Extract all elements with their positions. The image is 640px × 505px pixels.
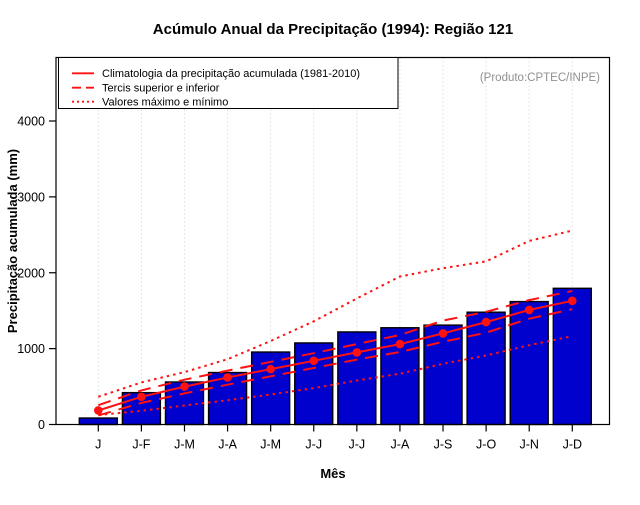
y-axis-title: Precipitação acumulada (mm) — [5, 149, 20, 333]
climatology-point — [180, 382, 189, 391]
y-tick-label: 0 — [38, 418, 45, 432]
climatologia-da-precipita-o-acumulada-1981-2010--line — [97, 299, 573, 412]
valores-m-nimos-line — [98, 335, 573, 416]
x-tick-label: J-F — [132, 438, 150, 452]
gridlines-layer — [97, 57, 573, 425]
x-tick-label: J-M — [174, 438, 195, 452]
y-tick-label: 2000 — [17, 266, 45, 280]
x-tick-label: J — [95, 438, 101, 452]
y-tick-label: 3000 — [17, 190, 45, 204]
bar — [294, 342, 334, 426]
x-tick-label: J-D — [563, 438, 582, 452]
x-tick-label: J-J — [349, 438, 366, 452]
legend: Climatologia da precipitação acumulada (… — [58, 57, 399, 109]
bar — [423, 324, 463, 426]
x-tick-label: J-O — [476, 438, 496, 452]
climatology-point — [352, 348, 362, 357]
bar — [78, 417, 119, 426]
climatology-point — [94, 406, 103, 415]
climatology-point — [567, 296, 577, 306]
legend-box — [58, 57, 399, 109]
y-tick-label: 4000 — [17, 115, 45, 129]
bar — [552, 287, 592, 426]
legend-item-terciles: Tercis superior e inferior — [102, 82, 220, 94]
y-tick-label: 1000 — [17, 342, 45, 356]
climatology-point — [223, 373, 232, 382]
x-axis-title: Mês — [320, 466, 345, 481]
x-tick-label: J-A — [391, 438, 410, 452]
tercil-superior-line — [97, 290, 573, 407]
climatology-point — [524, 305, 534, 315]
legend-item-climatology: Climatologia da precipitação acumulada (… — [102, 68, 360, 80]
tercil-inferior-line — [98, 308, 573, 417]
climatology-point — [395, 339, 405, 349]
climatology-point — [137, 392, 146, 402]
x-tick-label: J-S — [434, 438, 453, 452]
page-title: Acúmulo Anual da Precipitação (1994): Re… — [153, 21, 513, 38]
legend-item-max-min: Valores máximo e mínimo — [102, 96, 228, 108]
x-tick-label: J-M — [260, 438, 281, 452]
climatology-point — [309, 356, 319, 366]
line-series-layer — [94, 229, 577, 417]
x-tick-label: J-N — [519, 438, 538, 452]
x-tick-label: J-J — [305, 438, 322, 452]
climatology-point — [266, 364, 275, 374]
product-note: (Produto:CPTEC/INPE) — [480, 72, 600, 84]
x-tick-label: J-A — [218, 438, 237, 452]
bar — [509, 300, 549, 426]
climatology-point — [481, 317, 491, 327]
climatology-point — [438, 329, 448, 338]
